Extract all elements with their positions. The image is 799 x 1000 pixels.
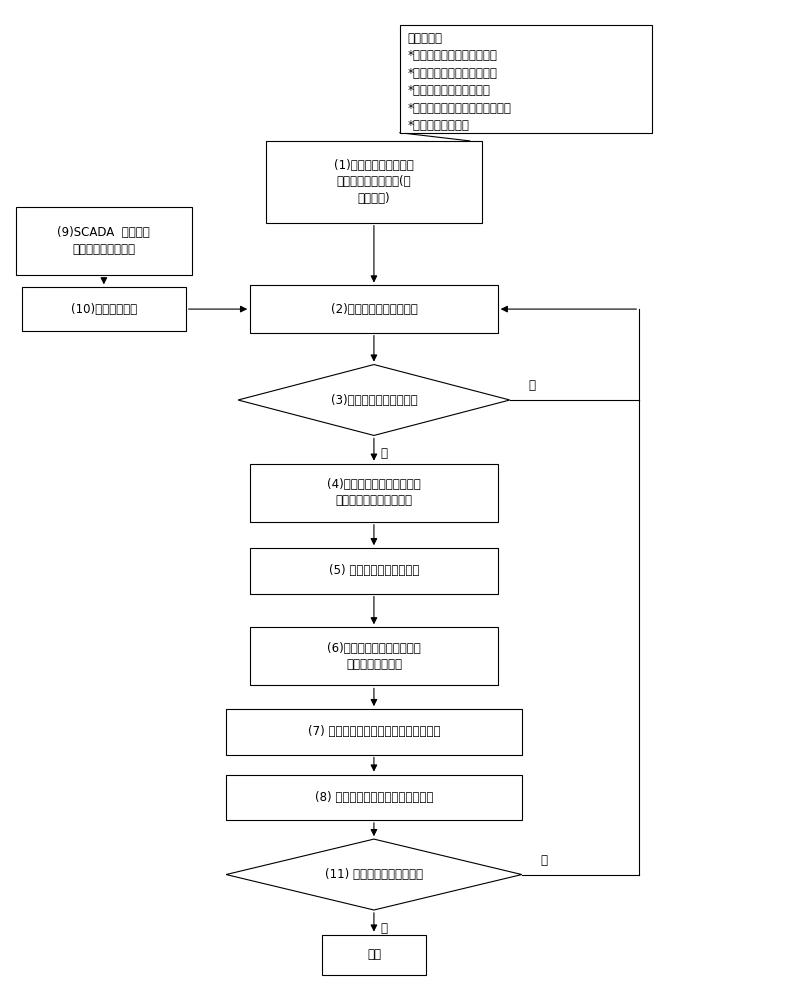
- Text: (5) 载入曝气参数优化模型: (5) 载入曝气参数优化模型: [328, 564, 419, 577]
- Text: (9)SCADA  系统对景
观水体进行在线监测: (9)SCADA 系统对景 观水体进行在线监测: [58, 226, 150, 256]
- FancyBboxPatch shape: [250, 285, 498, 333]
- FancyBboxPatch shape: [266, 141, 482, 223]
- Text: (3)判断是否开启曝气系统: (3)判断是否开启曝气系统: [331, 393, 417, 406]
- Text: 是: 是: [380, 922, 387, 935]
- Text: (6)运行曝气参数优化模型，
得到优化运行参数: (6)运行曝气参数优化模型， 得到优化运行参数: [327, 642, 421, 671]
- Text: 否: 否: [541, 854, 547, 866]
- Text: (4)读取当前水体基础数据，
载入溶解氧浓度预测模型: (4)读取当前水体基础数据， 载入溶解氧浓度预测模型: [327, 478, 421, 507]
- Text: (11) 判断是否结束系统运行: (11) 判断是否结束系统运行: [325, 868, 423, 881]
- FancyBboxPatch shape: [22, 287, 185, 331]
- Text: (10)服务器数据库: (10)服务器数据库: [71, 303, 137, 316]
- Text: 是: 是: [380, 447, 387, 460]
- FancyBboxPatch shape: [250, 627, 498, 685]
- Text: 否: 否: [529, 379, 535, 392]
- FancyBboxPatch shape: [16, 207, 192, 275]
- FancyBboxPatch shape: [226, 775, 522, 820]
- Text: 系统存有：
*景观水体的基础情况与数据
*景观水体的溶解氧浓度数据
*曝气系统的运行参数数据
*景观水体的溶解氧浓度预测模型
*曝气参数优化模型: 系统存有： *景观水体的基础情况与数据 *景观水体的溶解氧浓度数据 *曝气系统的…: [408, 32, 512, 132]
- FancyBboxPatch shape: [226, 709, 522, 755]
- FancyBboxPatch shape: [400, 25, 652, 133]
- Text: (8) 曝气系统按照指令进行曝气充氧: (8) 曝气系统按照指令进行曝气充氧: [315, 791, 433, 804]
- FancyBboxPatch shape: [250, 548, 498, 594]
- Text: 结束: 结束: [367, 948, 381, 961]
- FancyBboxPatch shape: [322, 935, 426, 975]
- Text: (1)启动景观水体曝气充
氧在线优化控制程序(主
控计算机): (1)启动景观水体曝气充 氧在线优化控制程序(主 控计算机): [334, 159, 414, 205]
- Text: (2)定时读取在线监测数据: (2)定时读取在线监测数据: [331, 303, 417, 316]
- Polygon shape: [238, 365, 510, 435]
- FancyBboxPatch shape: [250, 464, 498, 522]
- Polygon shape: [226, 839, 522, 910]
- Text: (7) 将优化运行参数发送给终端控制系统: (7) 将优化运行参数发送给终端控制系统: [308, 725, 440, 738]
